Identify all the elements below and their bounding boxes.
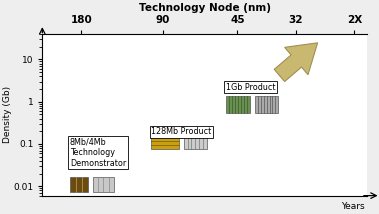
Text: 1Gb Product: 1Gb Product (226, 83, 276, 92)
Text: 8Mb/4Mb
Technology
Demonstrator: 8Mb/4Mb Technology Demonstrator (70, 138, 126, 168)
Bar (255, 96, 278, 113)
Bar (151, 128, 179, 149)
Bar (70, 177, 88, 192)
Text: Years: Years (341, 202, 364, 211)
X-axis label: Technology Node (nm): Technology Node (nm) (139, 3, 271, 13)
Y-axis label: Density (Gb): Density (Gb) (3, 86, 12, 143)
Bar (93, 177, 114, 192)
Text: 128Mb Product: 128Mb Product (151, 127, 211, 136)
Bar (226, 96, 251, 113)
Bar (184, 128, 207, 149)
